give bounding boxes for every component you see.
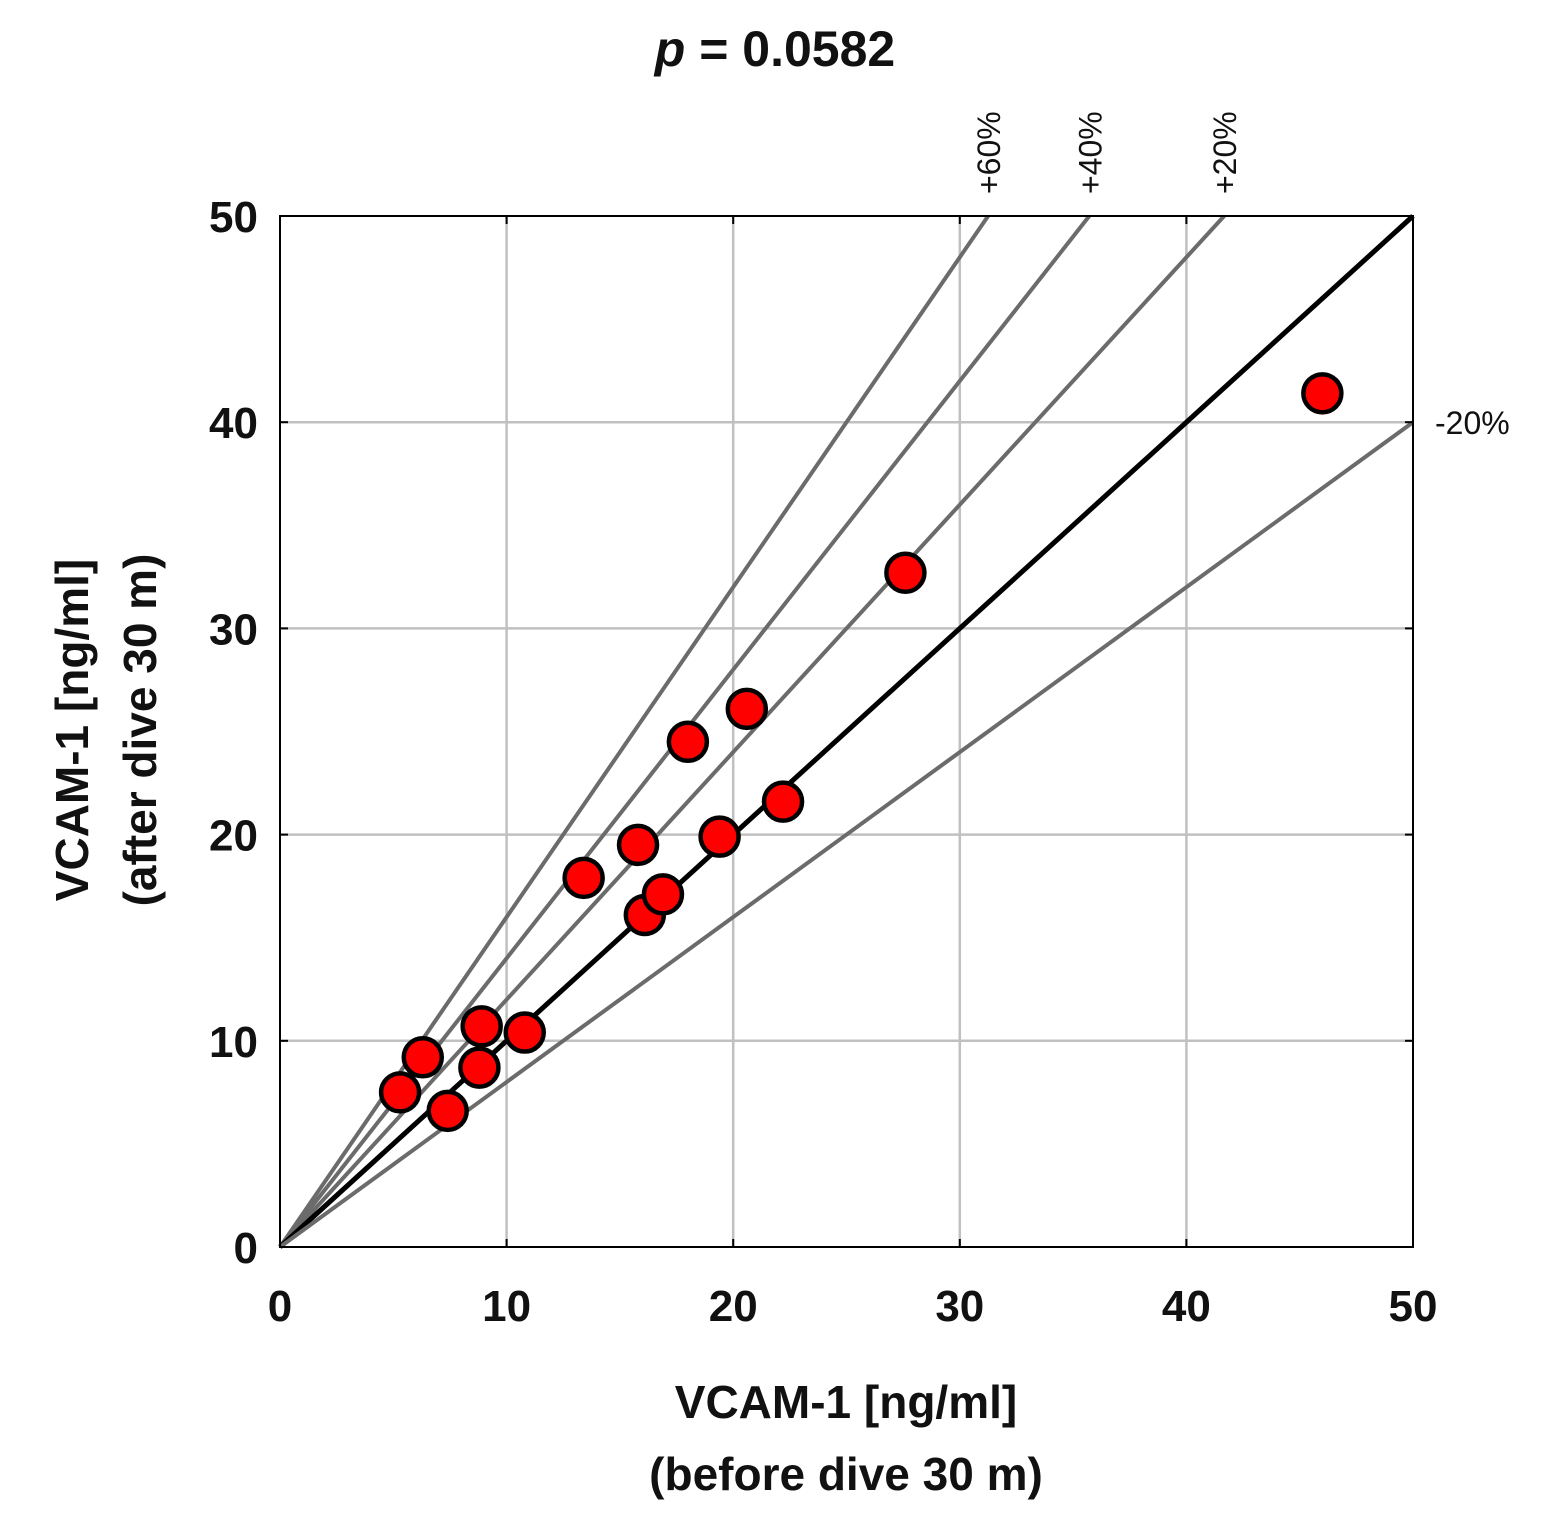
y-tick-label: 20 [209,812,258,861]
chart-title-p-symbol: p [653,21,686,77]
reference-line [278,214,1226,1249]
data-point [616,823,660,867]
y-tick-label: 10 [209,1018,258,1067]
reference-line-label: +60% [971,111,1007,194]
reference-line-label: +20% [1207,111,1243,194]
data-point [666,720,710,764]
data-point [378,1071,422,1114]
x-tick-label: 20 [709,1282,758,1331]
x-tick-label: 30 [935,1282,984,1331]
y-tick-label: 0 [234,1224,258,1273]
x-tick-label: 50 [1389,1282,1438,1331]
data-point [725,687,769,731]
x-tick-label: 40 [1162,1282,1211,1331]
x-tick-label: 0 [268,1282,292,1331]
data-point [401,1036,445,1079]
reference-line-labels: +60% +40% +20% -20% [971,111,1510,441]
data-point [503,1011,546,1054]
plot-area-frame [279,215,1414,1248]
data-point [562,856,605,900]
data-point [1301,372,1344,415]
axis-ticks: 00 10 10 20 20 30 30 40 40 50 50 [209,193,1437,1331]
y-tick-label: 30 [209,605,258,654]
y-tick-label: 40 [209,399,258,448]
x-axis-label-line1: VCAM-1 [ng/ml] [675,1376,1017,1428]
data-point [884,551,927,594]
x-axis-label-line2: (before dive 30 m) [649,1448,1043,1500]
data-point [641,873,685,916]
y-tick-label: 50 [209,193,258,242]
chart-title-value: = 0.0582 [685,21,895,77]
chart-title: p = 0.0582 [653,21,895,77]
y-axis-label-line1: VCAM-1 [ng/ml] [46,559,98,901]
y-axis-label-line2: (after dive 30 m) [114,554,166,907]
reference-line-label: -20% [1435,405,1510,441]
data-points [378,372,1344,1133]
x-tick-label: 10 [482,1282,531,1331]
reference-line-label: +40% [1072,111,1108,194]
data-point [698,815,741,858]
data-point [460,1005,503,1048]
data-point [458,1046,501,1089]
data-point [761,780,805,823]
data-point [426,1089,469,1133]
